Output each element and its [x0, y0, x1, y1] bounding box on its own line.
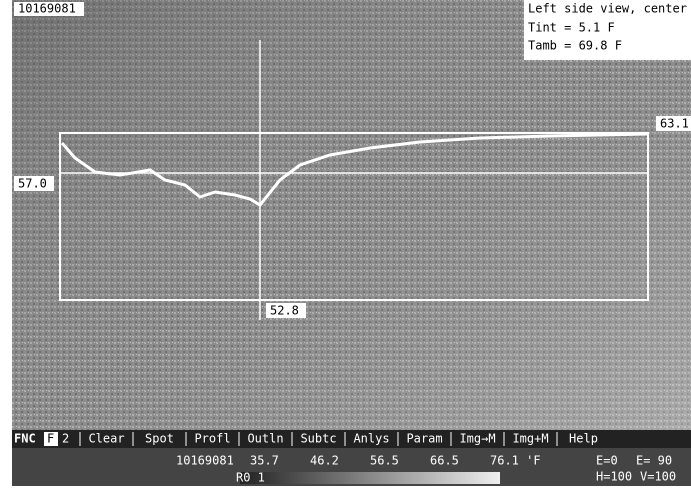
f-key: F: [47, 432, 54, 446]
scale-label: 35.7: [250, 454, 279, 468]
menu-item[interactable]: Img+M: [512, 432, 548, 446]
scale-label: 76.1 'F: [490, 454, 541, 468]
menu-item[interactable]: Clear: [88, 432, 124, 446]
menu-item[interactable]: Anlys: [353, 432, 389, 446]
h-value: H=100: [596, 470, 632, 484]
status-file-id: 10169081: [176, 454, 234, 468]
menu-item[interactable]: Subtc: [300, 432, 336, 446]
cursor-label: 57.0: [18, 177, 47, 191]
thermal-screen: 10169081 Left side view, center Tint = 5…: [0, 0, 691, 486]
scale-label: 46.2: [310, 454, 339, 468]
v-value: V=100: [640, 470, 676, 484]
menu-item[interactable]: Img→M: [459, 432, 495, 446]
view-label: Left side view, center: [528, 2, 687, 16]
scale-label: 56.5: [370, 454, 399, 468]
e0: E=0: [596, 454, 618, 468]
file-id: 10169081: [18, 2, 76, 16]
menu-item[interactable]: Param: [406, 432, 442, 446]
scale-label: 66.5: [430, 454, 459, 468]
fnc: FNC: [14, 432, 36, 446]
tint: Tint = 5.1 F: [528, 21, 615, 35]
tamb: Tamb = 69.8 F: [528, 39, 622, 53]
min-label: 52.8: [270, 304, 299, 318]
menu-item[interactable]: Help: [569, 432, 598, 446]
margin: [0, 0, 12, 486]
e1: E= 90: [636, 454, 672, 468]
range: R0 1: [236, 471, 265, 485]
image-shading: [12, 0, 691, 430]
menu-item[interactable]: Outln: [247, 432, 283, 446]
color-scale: [240, 472, 500, 484]
menu-item[interactable]: Spot: [145, 432, 174, 446]
max-label: 63.1: [660, 117, 689, 131]
menu-page: 2: [62, 432, 69, 446]
menu-item[interactable]: Profl: [194, 432, 230, 446]
